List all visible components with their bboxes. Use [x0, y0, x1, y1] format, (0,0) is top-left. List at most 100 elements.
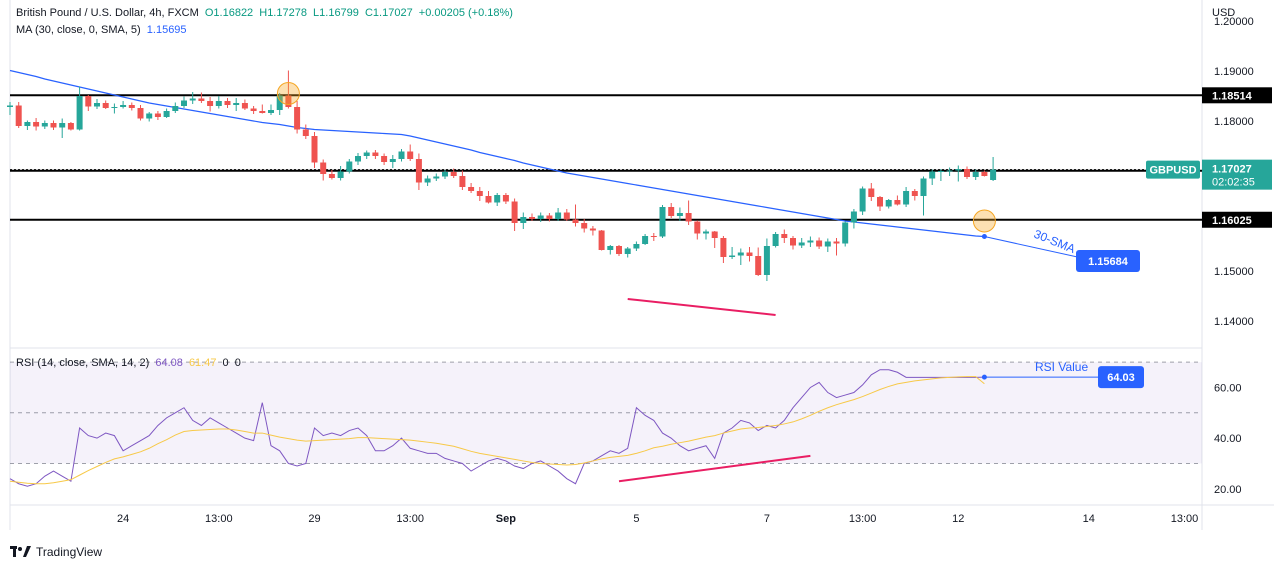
candle[interactable]	[355, 153, 361, 165]
candle[interactable]	[302, 124, 309, 140]
candle[interactable]	[859, 186, 866, 216]
candle[interactable]	[790, 236, 796, 250]
candle[interactable]	[172, 102, 179, 114]
candle[interactable]	[459, 170, 466, 191]
candle[interactable]	[328, 170, 335, 180]
candle[interactable]	[598, 230, 605, 251]
candle[interactable]	[415, 153, 422, 191]
candle[interactable]	[885, 199, 892, 209]
candle[interactable]	[50, 120, 57, 131]
candle[interactable]	[120, 101, 127, 109]
candle[interactable]	[894, 195, 901, 206]
candle[interactable]	[964, 166, 970, 180]
candle[interactable]	[215, 96, 222, 109]
candle[interactable]	[720, 236, 727, 263]
candle[interactable]	[920, 176, 927, 216]
candle[interactable]	[616, 245, 622, 256]
candle[interactable]	[624, 247, 631, 258]
candle[interactable]	[955, 165, 962, 182]
candle[interactable]	[746, 247, 753, 262]
candle[interactable]	[485, 191, 492, 204]
candle[interactable]	[546, 213, 553, 222]
candle[interactable]	[772, 232, 779, 248]
candle[interactable]	[128, 102, 135, 111]
candle[interactable]	[389, 155, 396, 168]
candle[interactable]	[476, 187, 483, 201]
candle[interactable]	[903, 187, 910, 207]
candle[interactable]	[929, 169, 936, 186]
candle[interactable]	[642, 234, 649, 245]
candle[interactable]	[76, 86, 83, 131]
candle[interactable]	[250, 106, 257, 114]
tradingview-logo[interactable]: TradingView	[10, 545, 102, 559]
candle[interactable]	[259, 104, 266, 114]
candle[interactable]	[15, 102, 22, 128]
candle[interactable]	[233, 98, 240, 111]
candle[interactable]	[659, 205, 666, 238]
candle[interactable]	[224, 98, 231, 108]
candle[interactable]	[85, 95, 92, 111]
candle[interactable]	[407, 144, 414, 162]
candle[interactable]	[555, 208, 562, 221]
candle[interactable]	[33, 118, 40, 131]
candle[interactable]	[798, 238, 805, 248]
candle[interactable]	[911, 189, 918, 201]
candle[interactable]	[520, 212, 527, 230]
candle[interactable]	[937, 169, 944, 181]
candle[interactable]	[972, 169, 979, 181]
candle[interactable]	[285, 70, 292, 109]
candle[interactable]	[563, 209, 570, 221]
candle[interactable]	[729, 247, 736, 259]
candle[interactable]	[807, 236, 814, 248]
candlesticks[interactable]	[7, 70, 997, 282]
candle[interactable]	[537, 212, 544, 223]
candle[interactable]	[381, 153, 388, 166]
candle[interactable]	[276, 93, 283, 115]
candle[interactable]	[163, 108, 170, 119]
candle[interactable]	[755, 247, 762, 277]
candle[interactable]	[154, 111, 161, 120]
candle[interactable]	[650, 233, 657, 241]
candle[interactable]	[41, 120, 48, 130]
candle[interactable]	[7, 102, 13, 115]
candle[interactable]	[337, 166, 344, 181]
candle[interactable]	[207, 97, 214, 112]
candle[interactable]	[703, 229, 709, 240]
candle[interactable]	[668, 203, 675, 218]
candle[interactable]	[572, 204, 579, 227]
candle[interactable]	[511, 198, 518, 232]
candle[interactable]	[102, 100, 109, 110]
candle[interactable]	[268, 104, 274, 116]
candle[interactable]	[842, 221, 849, 247]
candle[interactable]	[494, 193, 501, 206]
candle[interactable]	[833, 238, 840, 256]
candle[interactable]	[685, 200, 692, 226]
candle[interactable]	[398, 149, 405, 162]
candle[interactable]	[607, 245, 614, 255]
candle[interactable]	[850, 209, 857, 229]
candle[interactable]	[468, 183, 475, 193]
candle[interactable]	[311, 132, 318, 168]
candle[interactable]	[529, 213, 535, 222]
candle[interactable]	[294, 101, 301, 134]
candle[interactable]	[346, 159, 353, 174]
candle[interactable]	[59, 118, 66, 139]
candle[interactable]	[737, 248, 744, 266]
candle[interactable]	[676, 207, 683, 222]
candle[interactable]	[781, 229, 788, 244]
candle[interactable]	[981, 170, 988, 177]
candle[interactable]	[450, 168, 457, 179]
candle[interactable]	[589, 226, 596, 236]
candle[interactable]	[372, 150, 379, 159]
candle[interactable]	[424, 175, 431, 187]
candle[interactable]	[111, 103, 118, 114]
candle[interactable]	[694, 220, 701, 240]
candle[interactable]	[946, 167, 953, 177]
candle[interactable]	[763, 238, 770, 282]
candle[interactable]	[502, 193, 509, 204]
candle[interactable]	[241, 99, 248, 111]
candle[interactable]	[181, 96, 187, 109]
candle[interactable]	[990, 157, 997, 181]
candle[interactable]	[24, 120, 31, 131]
